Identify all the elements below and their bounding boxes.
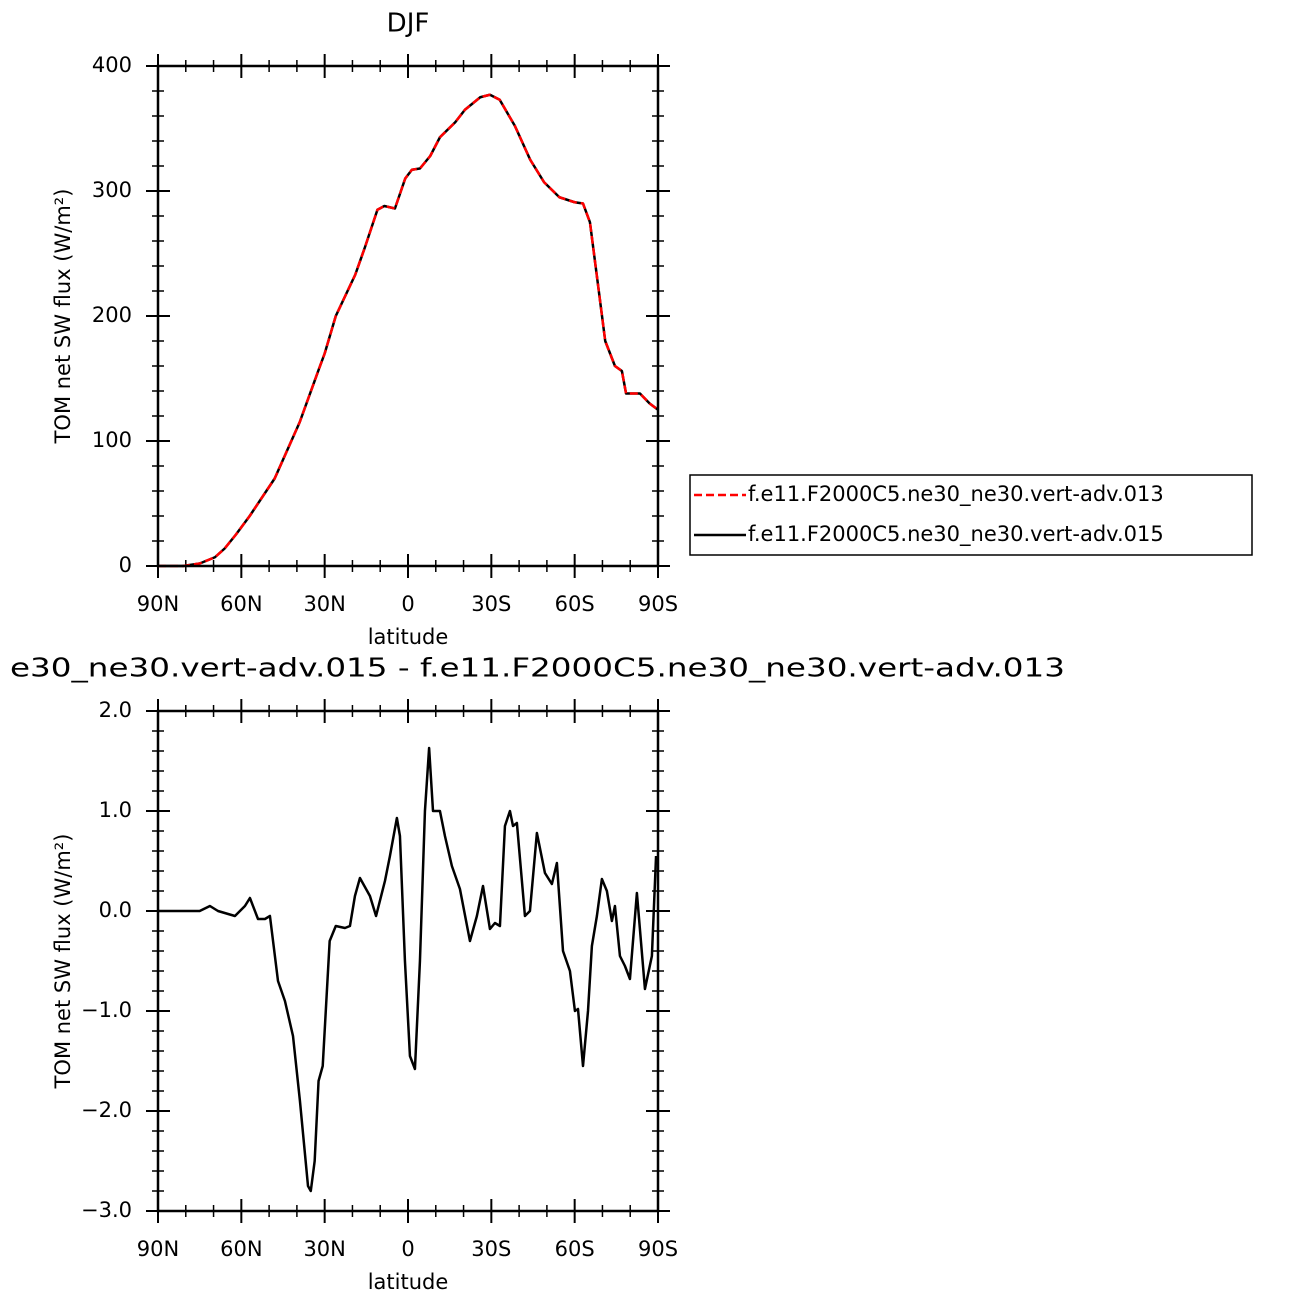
y-tick-label: 100 — [92, 428, 132, 452]
x-tick-label: 30S — [471, 1237, 511, 1261]
y-tick-label: −2.0 — [81, 1098, 132, 1122]
y-tick-label: 200 — [92, 303, 132, 327]
x-tick-label: 90N — [137, 1237, 179, 1261]
y-axis-label: TOM net SW flux (W/m²) — [51, 189, 75, 445]
x-tick-label: 0 — [401, 1237, 414, 1261]
series-line — [158, 93, 659, 568]
x-tick-label: 30S — [471, 592, 511, 616]
x-axis-label: latitude — [368, 1270, 449, 1294]
x-tick-label: 90S — [638, 592, 678, 616]
x-tick-label: 60S — [555, 592, 595, 616]
y-tick-label: −1.0 — [81, 998, 132, 1022]
chart-title: e30_ne30.vert-adv.015 - f.e11.F2000C5.ne… — [10, 654, 1065, 684]
x-axis-label: latitude — [368, 625, 449, 649]
x-tick-label: 90S — [638, 1237, 678, 1261]
x-tick-label: 60N — [220, 592, 262, 616]
x-tick-label: 30N — [303, 1237, 345, 1261]
y-tick-label: 1.0 — [99, 798, 132, 822]
y-axis-label: TOM net SW flux (W/m²) — [51, 834, 75, 1090]
x-tick-label: 0 — [401, 592, 414, 616]
x-tick-label: 60N — [220, 1237, 262, 1261]
y-tick-label: 0 — [119, 553, 132, 577]
x-tick-label: 90N — [137, 592, 179, 616]
y-tick-label: 0.0 — [99, 898, 132, 922]
x-tick-label: 60S — [555, 1237, 595, 1261]
y-tick-label: 400 — [92, 53, 132, 77]
legend-label: f.e11.F2000C5.ne30_ne30.vert-adv.013 — [748, 482, 1164, 507]
legend-box — [689, 474, 1253, 556]
x-tick-label: 30N — [303, 592, 345, 616]
series-line — [158, 93, 659, 568]
y-tick-label: −3.0 — [81, 1198, 132, 1222]
y-tick-label: 300 — [92, 178, 132, 202]
chart-title: DJF — [387, 9, 430, 39]
y-tick-label: 2.0 — [99, 698, 132, 722]
plot-frame — [156, 64, 660, 568]
legend-label: f.e11.F2000C5.ne30_ne30.vert-adv.015 — [748, 522, 1164, 547]
series-line — [158, 746, 658, 1193]
plot-frame — [156, 709, 660, 1213]
